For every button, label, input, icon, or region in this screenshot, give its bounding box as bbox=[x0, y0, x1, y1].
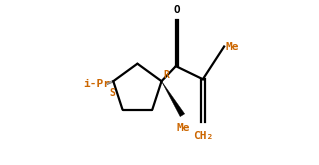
Text: Me: Me bbox=[176, 123, 190, 133]
Text: O: O bbox=[174, 5, 181, 15]
Text: CH₂: CH₂ bbox=[193, 131, 213, 141]
Text: Me: Me bbox=[226, 42, 239, 51]
Polygon shape bbox=[161, 81, 185, 117]
Text: i-Pr: i-Pr bbox=[84, 79, 110, 89]
Text: R: R bbox=[164, 70, 169, 80]
Text: S: S bbox=[109, 88, 115, 98]
